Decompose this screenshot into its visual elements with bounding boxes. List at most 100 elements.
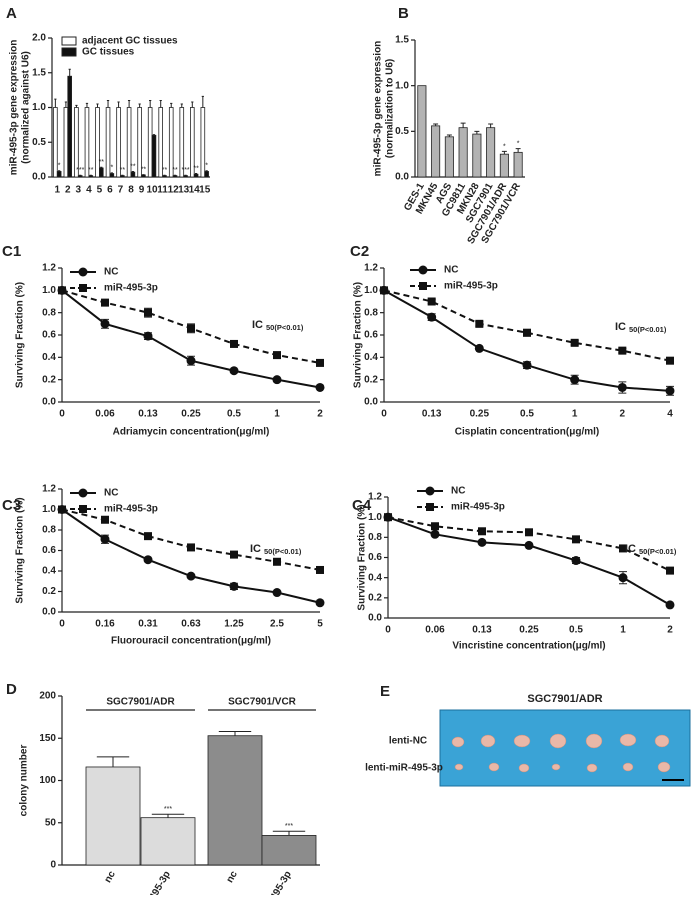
- bar: [89, 176, 93, 177]
- legend-label: NC: [104, 488, 118, 499]
- x-tick-label: miR-495-3p: [136, 869, 172, 895]
- y-tick-label: 0.2: [42, 586, 56, 597]
- y-tick-label: 1.2: [364, 263, 378, 274]
- series-line: [62, 510, 320, 603]
- point: [187, 324, 195, 332]
- bar: [473, 134, 481, 177]
- significance: **: [162, 167, 168, 174]
- x-tick-label: 0.16: [95, 619, 115, 630]
- significance: **: [130, 163, 136, 170]
- point: [427, 313, 436, 322]
- panel-label: A: [6, 5, 17, 22]
- point: [431, 522, 439, 530]
- legend-marker: [79, 284, 87, 292]
- x-tick-label: 0.5: [569, 625, 583, 636]
- x-tick-label: 2: [620, 409, 626, 420]
- error-bar: [474, 131, 479, 134]
- x-tick-label: 0.63: [181, 619, 201, 630]
- y-tick-label: 0.2: [364, 374, 378, 385]
- point: [428, 298, 436, 306]
- x-tick-label: 4: [667, 409, 673, 420]
- x-tick-label: 0.5: [227, 409, 241, 420]
- legend-marker: [79, 268, 88, 277]
- y-axis-title: Surviving Fraction (%): [15, 282, 26, 388]
- x-tick-label: 2.5: [270, 619, 284, 630]
- legend-marker: [79, 489, 88, 498]
- legend-marker: [419, 282, 427, 290]
- group-label: SGC7901/VCR: [228, 697, 297, 708]
- y-tick-label: 2.0: [32, 33, 46, 44]
- legend-marker: [426, 487, 435, 496]
- y-axis-title: (normalized against U6): [21, 51, 32, 164]
- y-tick-label: 1.2: [42, 263, 56, 274]
- x-tick-label: nc: [225, 869, 241, 885]
- bar: [459, 128, 467, 177]
- y-tick-label: 0.0: [395, 172, 409, 183]
- bar: [208, 736, 262, 865]
- y-axis-title: Surviving Fraction (%): [353, 282, 364, 388]
- annotation-subscript: 50(P<0.01): [266, 323, 304, 332]
- y-tick-label: 0.4: [368, 572, 382, 583]
- error-bar: [107, 101, 109, 108]
- annotation: IC: [250, 543, 261, 555]
- point: [525, 541, 534, 550]
- point: [478, 527, 486, 535]
- error-bar: [160, 101, 162, 108]
- bar: [163, 176, 167, 177]
- x-tick-label: 0.25: [519, 625, 539, 636]
- point: [144, 309, 152, 317]
- x-tick-label: 0.25: [181, 409, 201, 420]
- x-axis-title: Adriamycin concentration(μg/ml): [113, 427, 270, 438]
- series-line: [384, 290, 670, 391]
- legend-swatch: [62, 37, 76, 45]
- y-axis-title: (normalization to U6): [385, 59, 396, 158]
- x-tick-label: 3: [76, 185, 82, 196]
- y-axis-title: Surviving Fraction (%): [15, 497, 26, 603]
- y-axis-title: miR-495-3p gene expression: [373, 41, 384, 177]
- error-bar: [219, 731, 251, 735]
- error-bar: [86, 103, 88, 107]
- series-line: [62, 290, 320, 387]
- x-tick-label: 15: [199, 185, 211, 196]
- x-tick-label: 6: [107, 185, 113, 196]
- y-tick-label: 1.2: [368, 492, 382, 503]
- x-tick-label: 0: [59, 409, 65, 420]
- point: [380, 286, 388, 294]
- y-tick-label: 0.0: [42, 397, 56, 408]
- x-axis-title: Fluorouracil concentration(μg/ml): [111, 636, 271, 647]
- x-tick-label: 0.13: [138, 409, 158, 420]
- x-tick-label: 1: [620, 625, 626, 636]
- point: [101, 299, 109, 307]
- point: [316, 566, 324, 574]
- y-tick-label: 1.0: [364, 285, 378, 296]
- panel-label: D: [6, 681, 17, 698]
- bar: [500, 154, 508, 177]
- x-tick-label: 0.13: [422, 409, 442, 420]
- x-tick-label: 0: [385, 625, 391, 636]
- error-bar: [461, 123, 466, 128]
- legend-label: NC: [444, 265, 458, 276]
- x-tick-label: 8: [128, 185, 134, 196]
- panel-label: E: [380, 683, 390, 700]
- y-tick-label: 1.0: [32, 102, 46, 113]
- y-tick-label: 100: [39, 775, 56, 786]
- point: [230, 551, 238, 559]
- y-tick-label: 0.8: [42, 307, 56, 318]
- y-tick-label: 1.5: [32, 67, 46, 78]
- point: [316, 383, 325, 392]
- bar: [131, 172, 135, 177]
- point: [478, 538, 487, 547]
- bar: [184, 176, 188, 177]
- annotation-subscript: 50(P<0.01): [264, 547, 302, 556]
- x-tick-label: 0.13: [472, 625, 492, 636]
- y-tick-label: 0.6: [42, 330, 56, 341]
- point: [230, 582, 239, 591]
- legend-marker: [419, 266, 428, 275]
- error-bar: [502, 151, 507, 154]
- bar: [173, 176, 177, 177]
- x-tick-label: 1.25: [224, 619, 244, 630]
- x-tick-label: 9: [139, 185, 145, 196]
- annotation-subscript: 50(P<0.01): [629, 325, 667, 334]
